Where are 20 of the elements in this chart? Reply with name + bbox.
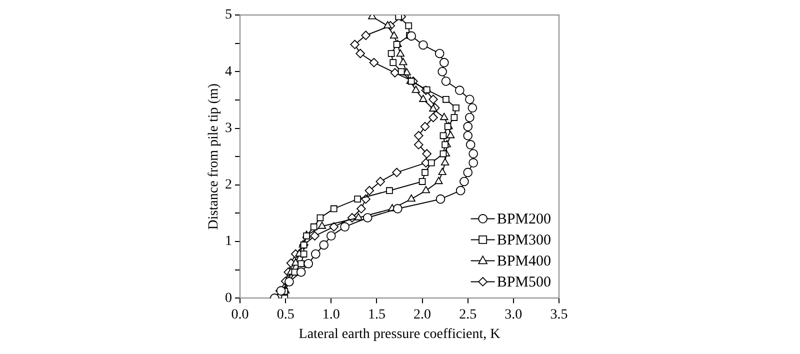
x-tick-label: 3.0 [504, 307, 522, 322]
x-axis-title: Lateral earth pressure coefficient, K [298, 326, 500, 342]
legend-label: BPM400 [496, 254, 552, 270]
x-tick-label: 1.5 [368, 307, 386, 322]
y-tick-label: 3 [225, 120, 232, 136]
x-tick-label: 2.5 [459, 307, 477, 322]
x-tick-label: 1.0 [322, 307, 340, 322]
x-tick-label: 0.0 [231, 307, 249, 322]
y-tick-label: 2 [225, 178, 232, 193]
x-tick-label: 2.0 [414, 307, 432, 322]
y-tick-label: 4 [225, 64, 232, 80]
x-tick-label: 0.5 [276, 307, 294, 322]
legend-label: BPM300 [496, 232, 552, 249]
y-tick-label: 5 [225, 8, 232, 23]
y-axis-title: Distance from pile tip (m) [206, 83, 222, 230]
y-tick-label: 0 [225, 290, 232, 306]
legend-label: BPM500 [496, 274, 552, 291]
x-tick-label: 3.5 [550, 307, 568, 322]
legend-label: BPM200 [496, 212, 552, 228]
y-tick-label: 1 [225, 234, 232, 250]
